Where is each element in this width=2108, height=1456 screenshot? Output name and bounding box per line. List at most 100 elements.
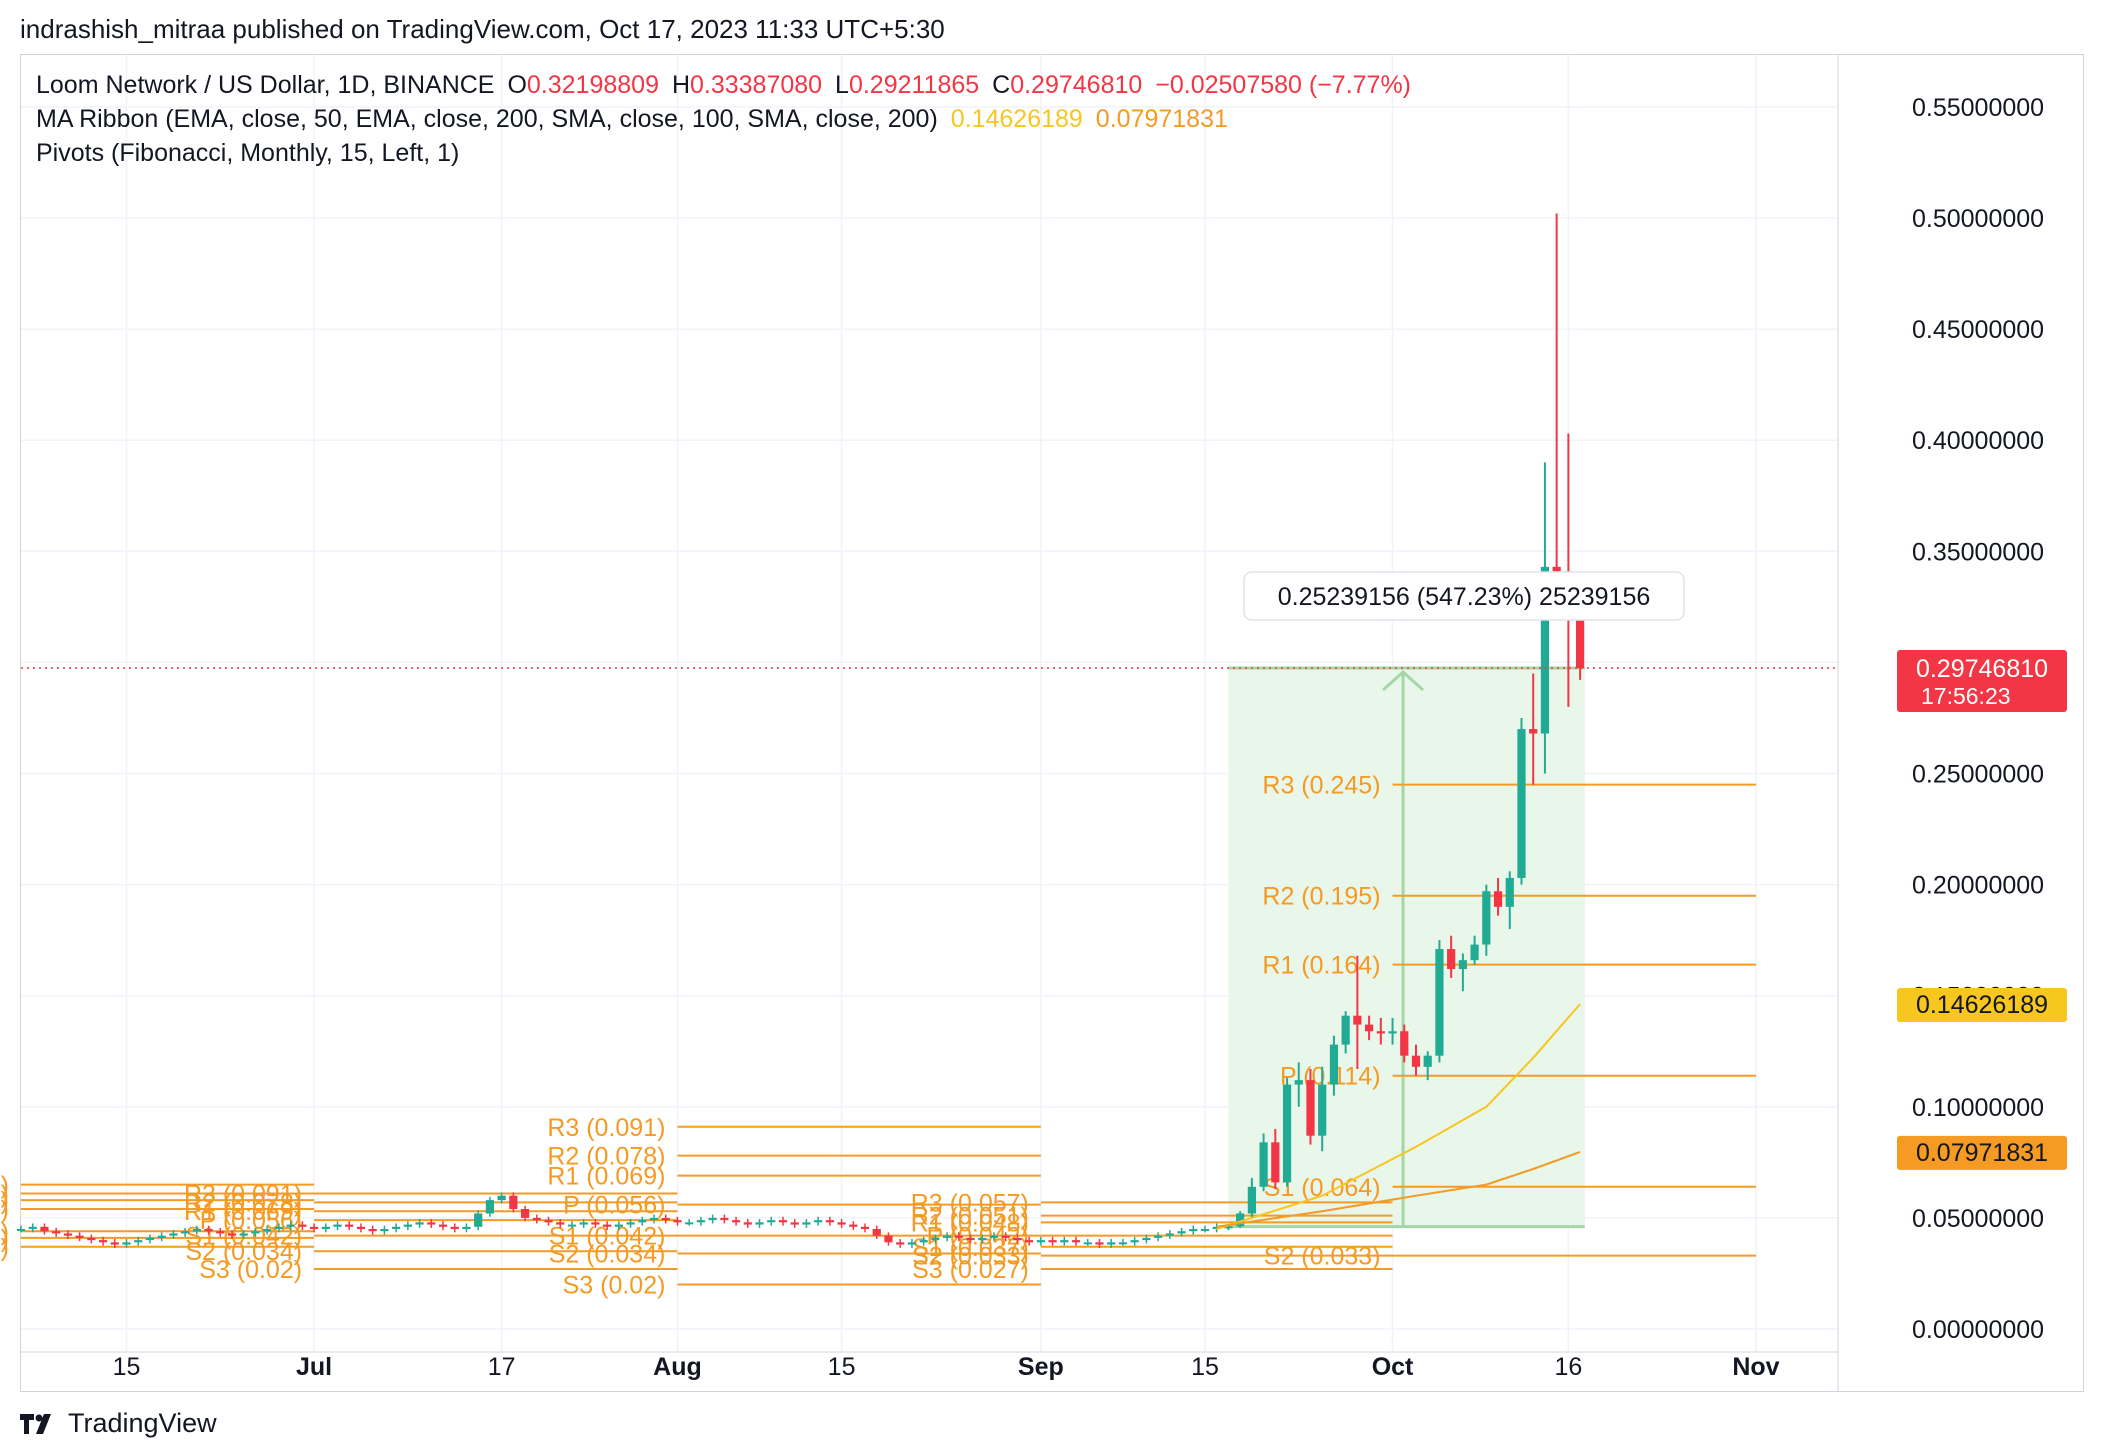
candle-body xyxy=(474,1213,483,1227)
candle-body xyxy=(919,1240,928,1243)
candle-body xyxy=(1353,1015,1362,1025)
measure-label-box xyxy=(1243,571,1685,621)
x-tick-label: 17 xyxy=(488,1353,516,1381)
candle-body xyxy=(40,1226,49,1232)
candle-body xyxy=(181,1231,190,1234)
tradingview-logo-icon xyxy=(20,1413,51,1434)
candle-body xyxy=(673,1220,682,1223)
legend-pivots-label[interactable]: Pivots (Fibonacci, Monthly, 15, Left, 1) xyxy=(36,139,460,167)
candle-body xyxy=(274,1226,283,1230)
x-tick-label: Oct xyxy=(1372,1353,1414,1381)
candle-body xyxy=(169,1233,178,1236)
legend-high-label: H xyxy=(671,71,690,99)
candle-body xyxy=(638,1220,647,1223)
candle-body xyxy=(907,1242,917,1245)
candle-body xyxy=(1576,613,1585,669)
legend-symbol[interactable]: Loom Network / US Dollar, 1D, BINANCE xyxy=(36,71,495,99)
candle-body xyxy=(1318,1084,1327,1136)
ma-value-badge-1 xyxy=(1897,988,2067,1023)
candle-body xyxy=(1083,1242,1092,1245)
candle-body xyxy=(532,1217,541,1221)
candle-body xyxy=(333,1224,342,1227)
candle-body xyxy=(849,1224,858,1227)
pivot-label-r2: R2 (0.055) xyxy=(0,1180,9,1208)
candle-body xyxy=(1282,1084,1292,1183)
candle-body xyxy=(1552,566,1561,572)
candle-body xyxy=(1505,877,1514,907)
last-price-countdown: 17:56:23 xyxy=(1921,683,2011,709)
pivot-label-p: P (0.046) xyxy=(0,1196,9,1224)
ma-value-badge-text-2: 0.07971831 xyxy=(1916,1139,2048,1167)
pivot-label-s3: S3 (0.02) xyxy=(199,1256,302,1284)
y-tick-label: 0.00000000 xyxy=(1912,1316,2044,1344)
legend-symbol-row: Loom Network / US Dollar, 1D, BINANCE O0… xyxy=(36,71,1417,100)
candle-body xyxy=(63,1233,72,1236)
candle-body xyxy=(1341,1015,1350,1045)
candle-body xyxy=(1376,1031,1385,1034)
candle-body xyxy=(1071,1240,1081,1243)
candle-body xyxy=(603,1224,612,1227)
candle-body xyxy=(1025,1240,1034,1243)
candle-body xyxy=(345,1224,354,1227)
legend-high-value: 0.33387080 xyxy=(690,71,823,99)
legend-change: −0.02507580 (−7.77%) xyxy=(1155,71,1412,99)
candle-body xyxy=(1493,891,1503,907)
candle-body xyxy=(1224,1226,1233,1229)
candle-body xyxy=(978,1237,987,1241)
legend-ma-value-1: 0.14626189 xyxy=(950,105,1083,133)
candle-body xyxy=(1189,1229,1198,1232)
candle-body xyxy=(556,1222,565,1225)
candle-body xyxy=(755,1222,764,1225)
candle-body xyxy=(1247,1186,1256,1214)
pivot-label-s2: S2 (0.034) xyxy=(185,1238,302,1266)
measure-arrow-head xyxy=(1382,670,1425,692)
candle-body xyxy=(145,1237,155,1241)
pivot-label-r3: R3 (0.091) xyxy=(547,1114,665,1142)
candle-body xyxy=(1107,1242,1116,1245)
legend-ma-label[interactable]: MA Ribbon (EMA, close, 50, EMA, close, 2… xyxy=(36,105,938,133)
candle-body xyxy=(685,1222,694,1225)
y-tick-label: 0.10000000 xyxy=(1912,1094,2044,1122)
y-tick-label: 0.50000000 xyxy=(1912,205,2044,233)
candle-body xyxy=(286,1224,295,1227)
candle-body xyxy=(1517,729,1526,878)
candle-body xyxy=(544,1220,553,1223)
candle-body xyxy=(884,1235,893,1243)
pivot-label-s2: S2 (0.034) xyxy=(0,1225,9,1253)
candle-body xyxy=(380,1229,389,1232)
candle-body xyxy=(731,1220,741,1223)
candle-body xyxy=(579,1222,588,1225)
candle-body xyxy=(122,1242,131,1245)
ma-line-2 xyxy=(1216,1150,1581,1228)
ma-line-1 xyxy=(1216,1003,1581,1230)
candle-body xyxy=(743,1222,752,1225)
pivot-label-p: P (0.056) xyxy=(563,1192,665,1220)
publisher-line: indrashish_mitraa published on TradingVi… xyxy=(20,14,945,44)
candle-body xyxy=(298,1224,307,1227)
candle-body xyxy=(392,1226,401,1230)
candle-body xyxy=(134,1240,143,1243)
candle-body xyxy=(790,1222,799,1225)
x-tick-label: 15 xyxy=(1191,1353,1219,1381)
pivot-label-r3: R3 (0.091) xyxy=(184,1180,302,1208)
candle-body xyxy=(1458,960,1467,970)
pivot-label-r1: R1 (0.052) xyxy=(0,1187,9,1215)
candle-body xyxy=(1540,566,1550,734)
legend-pivots-row: Pivots (Fibonacci, Monthly, 15, Left, 1) xyxy=(36,139,465,168)
candle-body xyxy=(1400,1031,1409,1056)
candle-body xyxy=(157,1235,166,1238)
x-tick-label: 16 xyxy=(1554,1353,1582,1381)
candle-body xyxy=(1271,1142,1280,1183)
candle-body xyxy=(450,1226,459,1230)
candle-body xyxy=(1142,1237,1151,1241)
candle-body xyxy=(837,1222,846,1225)
candle-body xyxy=(1165,1233,1174,1236)
pivot-label-s1: S1 (0.064) xyxy=(1264,1174,1381,1202)
candle-body xyxy=(216,1231,225,1234)
pivot-label-r3: R3 (0.057) xyxy=(911,1189,1029,1217)
chart-frame[interactable] xyxy=(20,54,2084,1392)
candle-body xyxy=(75,1235,84,1238)
x-tick-label: 15 xyxy=(828,1353,856,1381)
candle-body xyxy=(403,1224,412,1227)
